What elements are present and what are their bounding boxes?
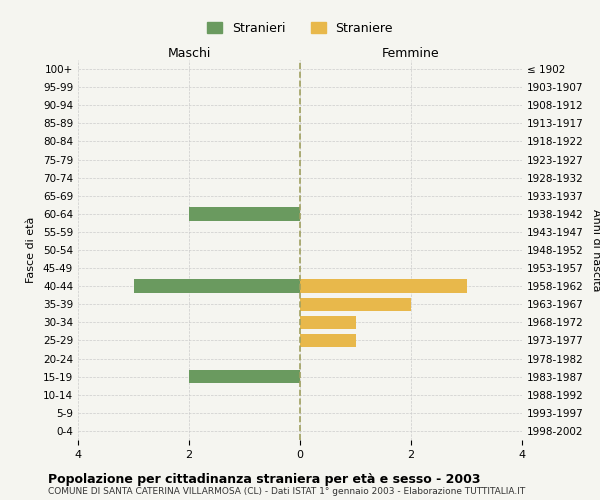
Text: Femmine: Femmine <box>382 47 440 60</box>
Bar <box>300 298 411 311</box>
Text: Maschi: Maschi <box>167 47 211 60</box>
Y-axis label: Anni di nascita: Anni di nascita <box>590 209 600 291</box>
Bar <box>300 316 355 329</box>
Legend: Stranieri, Straniere: Stranieri, Straniere <box>202 17 398 40</box>
Bar <box>300 334 355 347</box>
Y-axis label: Fasce di età: Fasce di età <box>26 217 36 283</box>
Bar <box>133 280 300 293</box>
Bar <box>300 280 467 293</box>
Bar <box>189 370 300 384</box>
Text: Popolazione per cittadinanza straniera per età e sesso - 2003: Popolazione per cittadinanza straniera p… <box>48 472 481 486</box>
Text: COMUNE DI SANTA CATERINA VILLARMOSA (CL) - Dati ISTAT 1° gennaio 2003 - Elaboraz: COMUNE DI SANTA CATERINA VILLARMOSA (CL)… <box>48 488 525 496</box>
Bar <box>189 207 300 220</box>
